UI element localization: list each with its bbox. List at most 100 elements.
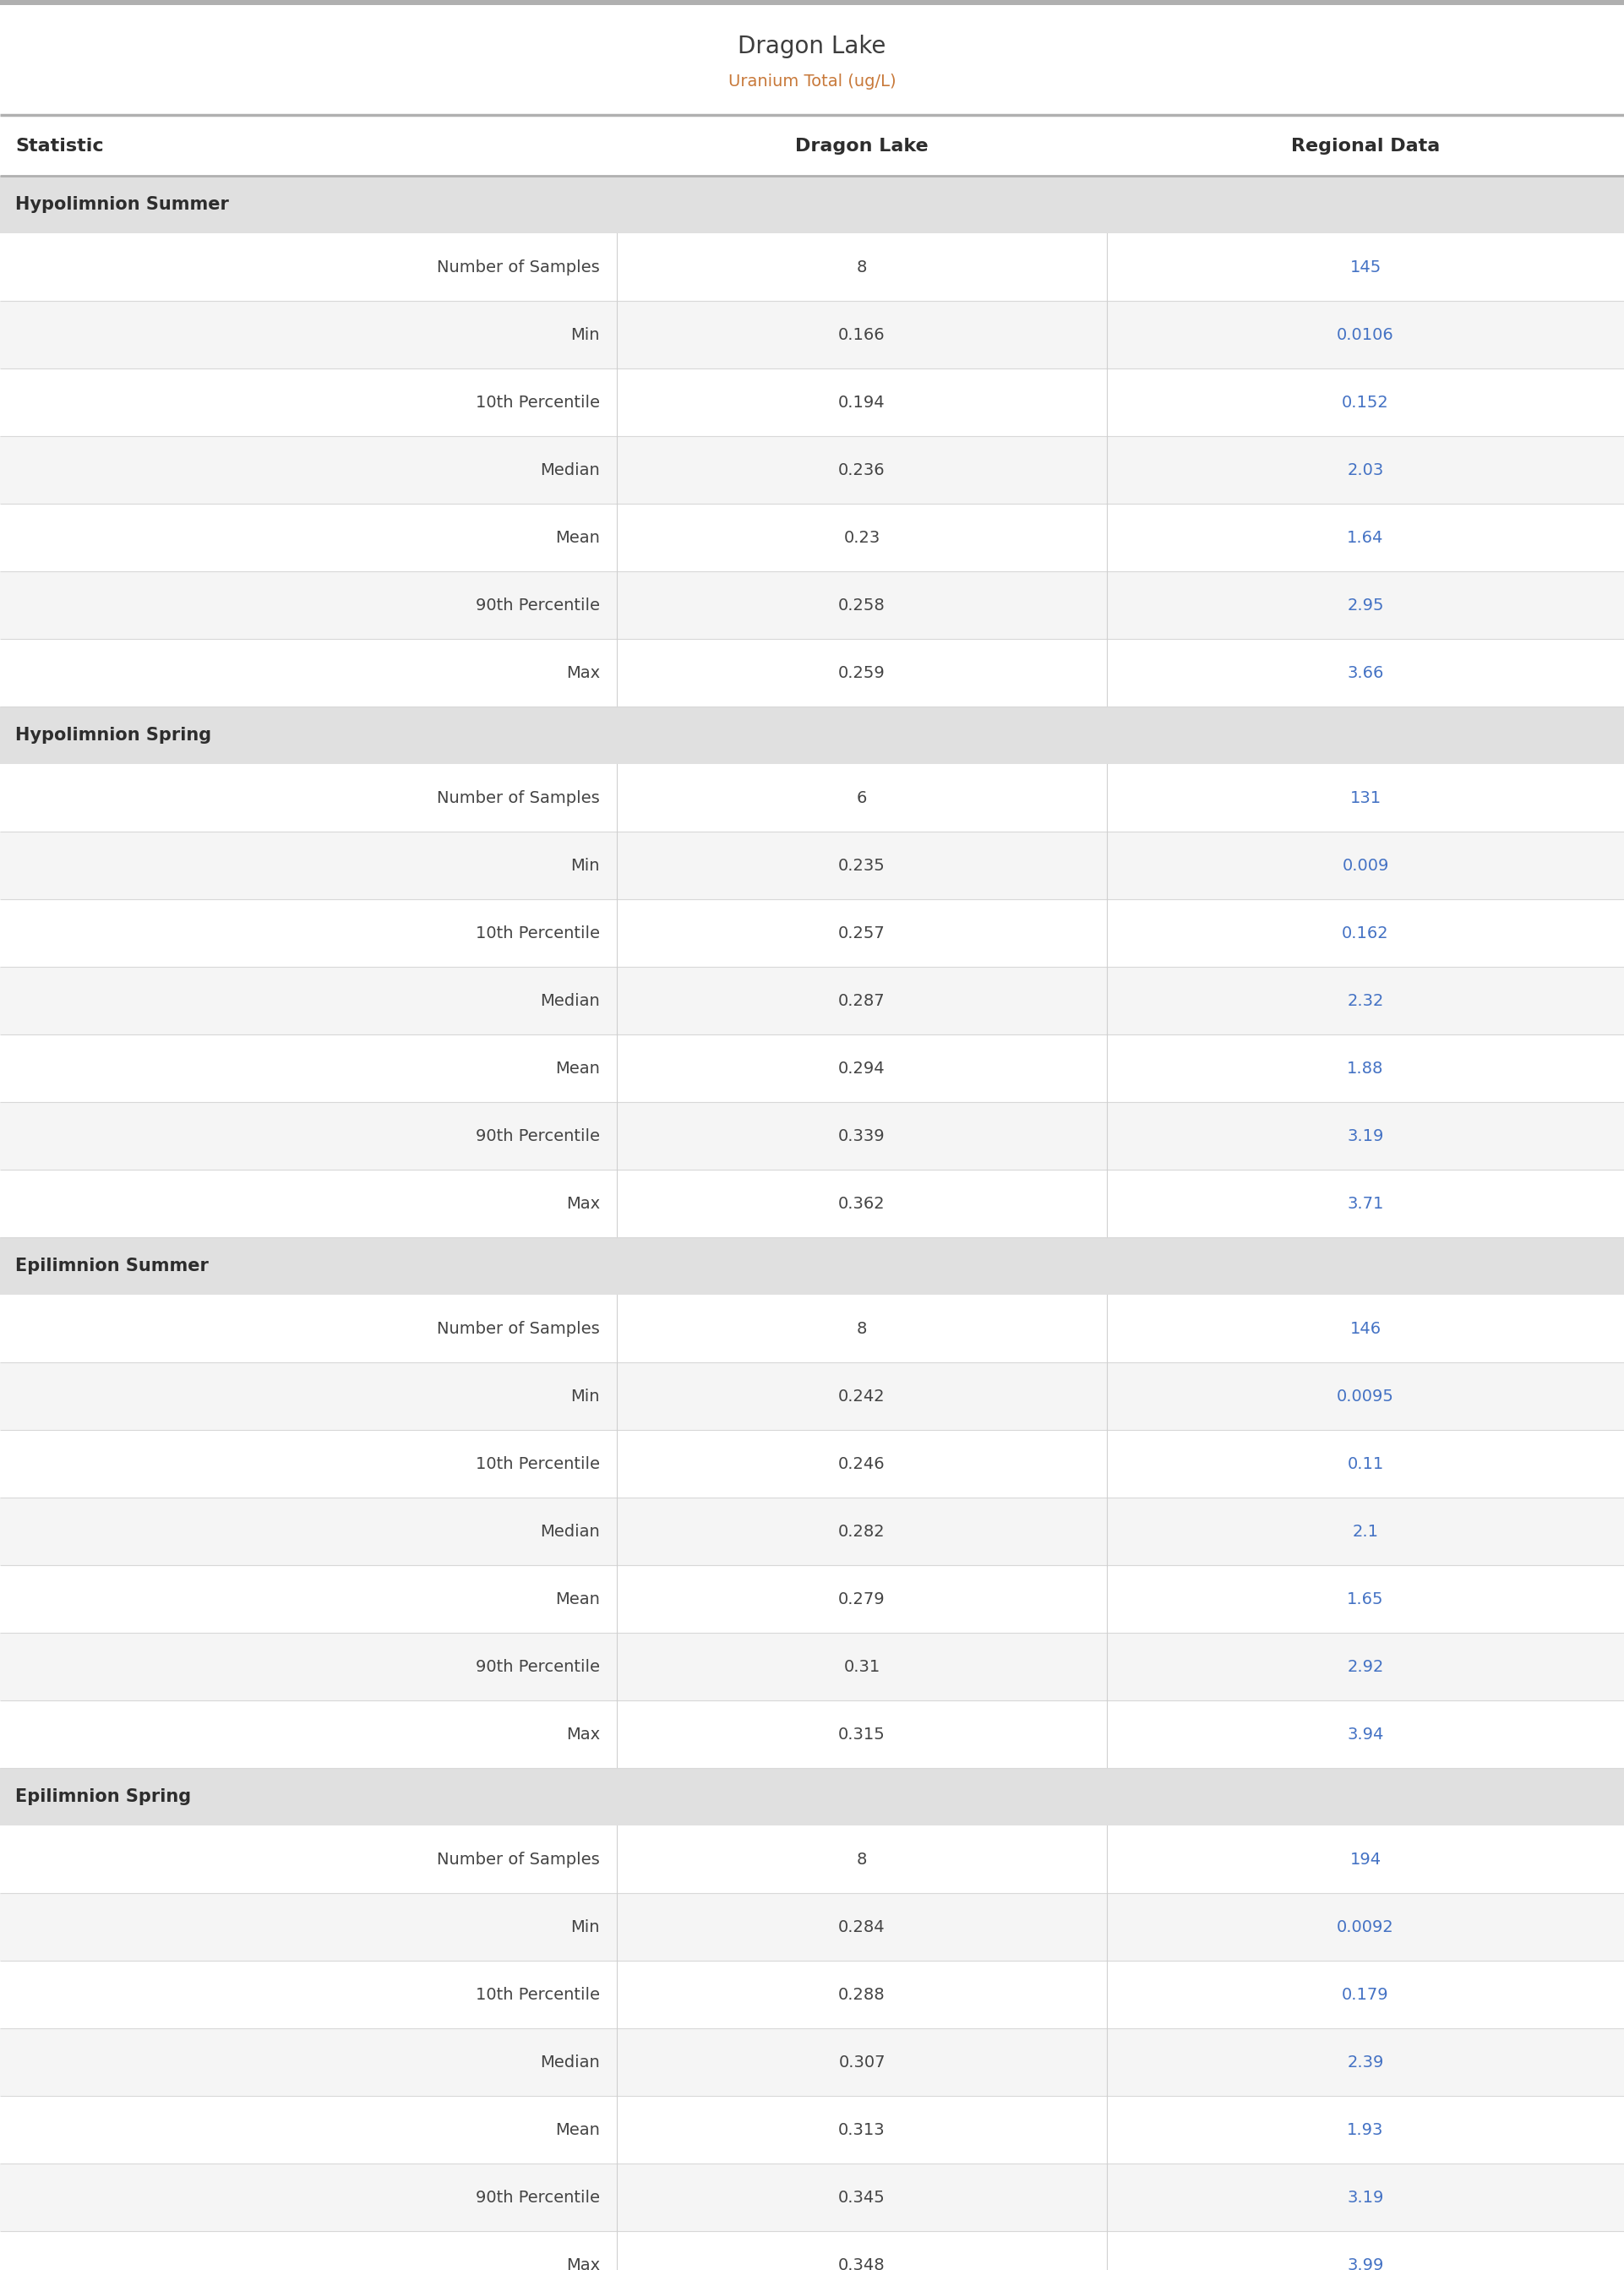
Bar <box>0 1362 1624 1430</box>
Text: 0.31: 0.31 <box>843 1659 880 1675</box>
Text: 10th Percentile: 10th Percentile <box>476 1455 599 1471</box>
Text: 0.162: 0.162 <box>1341 924 1389 942</box>
Bar <box>0 967 1624 1035</box>
Bar <box>0 1498 1624 1566</box>
Text: Hypolimnion Summer: Hypolimnion Summer <box>15 195 229 213</box>
Bar <box>0 1768 1624 1825</box>
Bar <box>0 5 1624 116</box>
Text: 0.0106: 0.0106 <box>1337 327 1393 343</box>
Text: 0.0095: 0.0095 <box>1337 1389 1393 1405</box>
Text: Mean: Mean <box>555 1060 599 1076</box>
Text: 0.152: 0.152 <box>1341 395 1389 411</box>
Text: 8: 8 <box>856 259 867 275</box>
Bar <box>0 1961 1624 2029</box>
Text: Min: Min <box>570 858 599 874</box>
Text: 0.284: 0.284 <box>838 1918 885 1934</box>
Bar <box>0 175 1624 234</box>
Text: 0.179: 0.179 <box>1341 1986 1389 2002</box>
Bar <box>0 1430 1624 1498</box>
Text: 10th Percentile: 10th Percentile <box>476 924 599 942</box>
Text: 0.288: 0.288 <box>838 1986 885 2002</box>
Text: 3.71: 3.71 <box>1348 1196 1384 1212</box>
Text: 131: 131 <box>1350 790 1380 806</box>
Bar <box>0 0 1624 5</box>
Text: 1.64: 1.64 <box>1348 529 1384 545</box>
Text: Regional Data: Regional Data <box>1291 138 1440 154</box>
Text: Mean: Mean <box>555 1591 599 1607</box>
Text: 194: 194 <box>1350 1852 1380 1868</box>
Text: 3.19: 3.19 <box>1348 2188 1384 2206</box>
Text: 0.009: 0.009 <box>1341 858 1389 874</box>
Bar <box>0 1101 1624 1169</box>
Text: Mean: Mean <box>555 2122 599 2138</box>
Text: Min: Min <box>570 1918 599 1934</box>
Text: 2.1: 2.1 <box>1353 1523 1379 1539</box>
Text: Max: Max <box>567 1725 599 1741</box>
Text: Number of Samples: Number of Samples <box>437 790 599 806</box>
Text: 10th Percentile: 10th Percentile <box>476 1986 599 2002</box>
Text: 0.194: 0.194 <box>838 395 885 411</box>
Bar <box>0 436 1624 504</box>
Text: 0.258: 0.258 <box>838 597 885 613</box>
Bar <box>0 1893 1624 1961</box>
Text: 0.235: 0.235 <box>838 858 885 874</box>
Text: 8: 8 <box>856 1852 867 1868</box>
Text: Max: Max <box>567 665 599 681</box>
Text: Mean: Mean <box>555 529 599 545</box>
Text: Median: Median <box>541 1523 599 1539</box>
Text: 0.287: 0.287 <box>838 992 885 1008</box>
Text: Median: Median <box>541 2054 599 2070</box>
Text: Median: Median <box>541 461 599 479</box>
Bar <box>0 1825 1624 1893</box>
Bar <box>0 2095 1624 2163</box>
Bar <box>0 368 1624 436</box>
Text: Dragon Lake: Dragon Lake <box>737 34 887 59</box>
Text: Number of Samples: Number of Samples <box>437 1321 599 1337</box>
Text: 0.279: 0.279 <box>838 1591 885 1607</box>
Text: 0.236: 0.236 <box>838 461 885 479</box>
Text: 0.362: 0.362 <box>838 1196 885 1212</box>
Bar <box>0 1700 1624 1768</box>
Text: 3.19: 3.19 <box>1348 1128 1384 1144</box>
Bar <box>0 1294 1624 1362</box>
Text: 0.242: 0.242 <box>838 1389 885 1405</box>
Text: 8: 8 <box>856 1321 867 1337</box>
Bar <box>0 765 1624 831</box>
Bar <box>0 1237 1624 1294</box>
Bar <box>0 2163 1624 2231</box>
Text: Number of Samples: Number of Samples <box>437 1852 599 1868</box>
Text: 0.348: 0.348 <box>838 2256 885 2270</box>
Text: 0.345: 0.345 <box>838 2188 885 2206</box>
Text: 146: 146 <box>1350 1321 1380 1337</box>
Text: 3.66: 3.66 <box>1348 665 1384 681</box>
Text: 0.282: 0.282 <box>838 1523 885 1539</box>
Text: 1.93: 1.93 <box>1348 2122 1384 2138</box>
Bar <box>0 706 1624 765</box>
Bar <box>0 116 1624 175</box>
Text: 0.0092: 0.0092 <box>1337 1918 1393 1934</box>
Text: 0.23: 0.23 <box>843 529 880 545</box>
Text: 0.246: 0.246 <box>838 1455 885 1471</box>
Text: Number of Samples: Number of Samples <box>437 259 599 275</box>
Text: Max: Max <box>567 2256 599 2270</box>
Text: 145: 145 <box>1350 259 1380 275</box>
Text: 10th Percentile: 10th Percentile <box>476 395 599 411</box>
Text: 0.313: 0.313 <box>838 2122 885 2138</box>
Text: Epilimnion Summer: Epilimnion Summer <box>15 1258 208 1273</box>
Text: 0.166: 0.166 <box>838 327 885 343</box>
Bar <box>0 504 1624 572</box>
Text: 2.32: 2.32 <box>1348 992 1384 1008</box>
Text: 0.11: 0.11 <box>1348 1455 1384 1471</box>
Text: 2.39: 2.39 <box>1348 2054 1384 2070</box>
Text: 2.95: 2.95 <box>1346 597 1384 613</box>
Bar <box>0 1169 1624 1237</box>
Text: 90th Percentile: 90th Percentile <box>476 1659 599 1675</box>
Bar <box>0 2029 1624 2095</box>
Bar <box>0 1632 1624 1700</box>
Text: Min: Min <box>570 327 599 343</box>
Text: Median: Median <box>541 992 599 1008</box>
Bar <box>0 831 1624 899</box>
Text: Min: Min <box>570 1389 599 1405</box>
Text: 0.259: 0.259 <box>838 665 885 681</box>
Text: 1.88: 1.88 <box>1348 1060 1384 1076</box>
